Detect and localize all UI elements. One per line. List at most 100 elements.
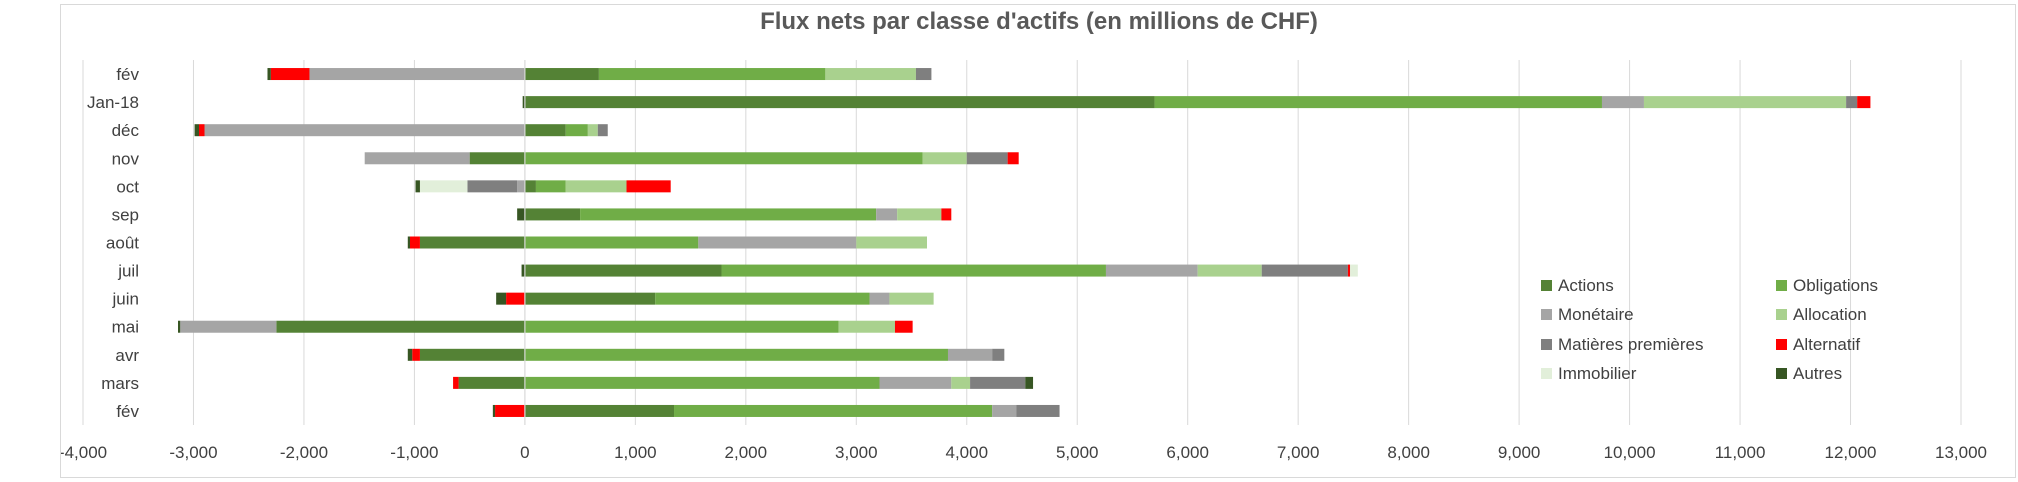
bar-segment (364, 152, 470, 165)
x-tick-label: -4,000 (61, 443, 107, 462)
x-tick-label: -3,000 (169, 443, 217, 462)
bar-segment (1347, 264, 1351, 277)
bar-segment (876, 208, 898, 221)
bar-segment (276, 320, 525, 333)
x-tick-label: 7,000 (1277, 443, 1320, 462)
bar-segment (1846, 96, 1858, 109)
bar-segment (524, 376, 880, 389)
bar-segment (1016, 404, 1060, 417)
bar-segment (856, 236, 927, 249)
legend-label: Alternatif (1793, 335, 1860, 354)
y-tick-label: nov (112, 149, 140, 168)
bar-segment (419, 236, 525, 249)
bar-segment (524, 320, 839, 333)
x-tick-label: 5,000 (1056, 443, 1099, 462)
y-tick-label: déc (112, 121, 140, 140)
legend-swatch (1541, 368, 1552, 379)
bar-segment (524, 96, 1155, 109)
bar-segment (270, 68, 310, 81)
y-tick-label: août (106, 234, 139, 253)
bar-segment (838, 320, 895, 333)
bar-segment (1643, 96, 1847, 109)
bar-segment (941, 208, 952, 221)
chart-title: Flux nets par classe d'actifs (en millio… (760, 8, 1318, 35)
bar-segment (897, 208, 942, 221)
bar-segment (655, 292, 870, 305)
x-tick-label: 10,000 (1604, 443, 1656, 462)
bar-segment (198, 124, 205, 137)
bar-segment (309, 68, 525, 81)
bar-segment (587, 124, 598, 137)
y-tick-label: oct (116, 177, 139, 196)
legend-swatch (1776, 368, 1787, 379)
y-tick-label: sep (112, 205, 139, 224)
y-tick-label: juin (112, 290, 139, 309)
bar-segment (522, 96, 525, 109)
x-tick-label: 8,000 (1387, 443, 1430, 462)
legend-label: Monétaire (1558, 305, 1634, 324)
bar-segment (412, 348, 420, 361)
bar-segment (879, 376, 952, 389)
bar-segment (580, 208, 877, 221)
bar-segment (626, 180, 671, 193)
bar-segment (565, 180, 627, 193)
bar-segment (1601, 96, 1644, 109)
bar-segment (517, 208, 525, 221)
bar-segment (1197, 264, 1262, 277)
bar-segment (992, 404, 1017, 417)
bar-segment (1105, 264, 1198, 277)
y-tick-label: fév (116, 402, 139, 421)
legend-swatch (1541, 309, 1552, 320)
chart-area: Flux nets par classe d'actifs (en millio… (60, 4, 2016, 478)
bar-segment (915, 68, 932, 81)
bar-segment (506, 292, 525, 305)
bar-segment (524, 124, 566, 137)
bar-segment (495, 404, 525, 417)
bar-segment (825, 68, 916, 81)
bar-segment (966, 152, 1008, 165)
bar-segment (407, 348, 413, 361)
bar-segment (1350, 264, 1358, 277)
bar-segment (496, 292, 507, 305)
bar-segment (492, 404, 496, 417)
legend-label: Obligations (1793, 276, 1878, 295)
bar-segment (524, 292, 656, 305)
gridlines (82, 60, 1962, 425)
bar-segment (597, 124, 608, 137)
y-tick-label: fév (116, 65, 139, 84)
bar-segment (178, 320, 181, 333)
bar-segment (453, 376, 459, 389)
bar-segment (524, 404, 675, 417)
y-tick-label: mai (112, 318, 139, 337)
bar-segment (889, 292, 934, 305)
x-tick-label: 0 (520, 443, 529, 462)
bar-segment (1261, 264, 1348, 277)
x-tick-label: 9,000 (1498, 443, 1541, 462)
bar-segment (407, 236, 410, 249)
bar-segment (467, 180, 518, 193)
bar-segment (894, 320, 913, 333)
bar-segment (721, 264, 1106, 277)
bar-segment (458, 376, 525, 389)
y-tick-label: avr (115, 346, 139, 365)
bar-segment (1025, 376, 1034, 389)
legend-swatch (1776, 339, 1787, 350)
chart-svg: Flux nets par classe d'actifs (en millio… (61, 8, 1987, 462)
legend-swatch (1541, 339, 1552, 350)
legend: Actions Obligations Monétaire Allocation Mat… (1541, 276, 1878, 383)
bar-segment (674, 404, 993, 417)
bar-segment (524, 264, 722, 277)
bar-segment (524, 236, 699, 249)
bar-segment (204, 124, 525, 137)
bar-segment (521, 264, 525, 277)
y-tick-label: Jan-18 (87, 93, 139, 112)
y-tick-label: juil (117, 262, 139, 281)
bar-segment (869, 292, 890, 305)
bar-segment (992, 348, 1005, 361)
x-tick-label: -1,000 (390, 443, 438, 462)
bar-segment (598, 68, 826, 81)
bar-segment (951, 376, 971, 389)
x-tick-label: 11,000 (1715, 443, 1766, 462)
bar-segment (535, 180, 566, 193)
bar-segment (922, 152, 967, 165)
